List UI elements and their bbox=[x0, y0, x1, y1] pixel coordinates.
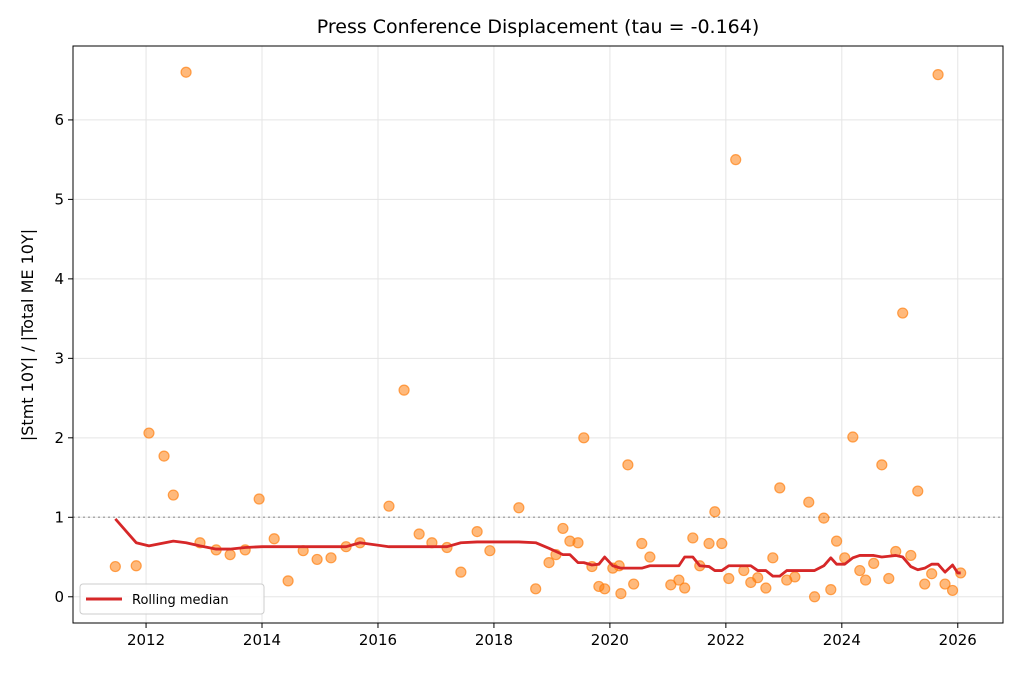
data-point bbox=[752, 572, 764, 584]
data-point bbox=[854, 564, 866, 577]
data-point bbox=[644, 551, 656, 563]
data-point bbox=[665, 579, 677, 591]
data-point bbox=[789, 571, 801, 583]
x-tick-label: 2024 bbox=[823, 631, 861, 649]
data-point bbox=[455, 566, 467, 578]
x-tick-label: 2020 bbox=[591, 631, 629, 649]
data-point bbox=[543, 556, 555, 569]
data-point bbox=[158, 450, 170, 462]
ticks: 2012 2014 2016 2018 2020 2022 2024 2026 0 1 2 3 4 5 6 bbox=[54, 111, 976, 649]
data-point bbox=[876, 459, 888, 471]
data-point bbox=[919, 578, 931, 590]
y-axis-label: |Stmt 10Y| / |Total ME 10Y| bbox=[18, 229, 37, 441]
scatter-points bbox=[109, 66, 967, 603]
grid bbox=[73, 46, 1003, 623]
data-point bbox=[803, 496, 815, 508]
data-point bbox=[897, 307, 909, 319]
data-point bbox=[578, 432, 590, 444]
data-point bbox=[253, 493, 265, 505]
data-point bbox=[311, 553, 323, 566]
rolling-median-line bbox=[114, 517, 961, 578]
data-point bbox=[687, 532, 699, 544]
data-point bbox=[905, 549, 917, 562]
plot-frame bbox=[72, 45, 1004, 624]
y-tick-label: 6 bbox=[54, 111, 64, 129]
x-tick-label: 2012 bbox=[127, 631, 165, 649]
data-point bbox=[471, 526, 483, 538]
data-point bbox=[557, 522, 569, 535]
data-point bbox=[673, 574, 685, 586]
data-point bbox=[398, 384, 410, 396]
legend: Rolling median bbox=[79, 583, 265, 615]
data-point bbox=[926, 568, 938, 580]
data-point bbox=[636, 537, 648, 550]
chart-title: Press Conference Displacement (tau = -0.… bbox=[317, 16, 760, 38]
data-point bbox=[760, 582, 772, 594]
data-point bbox=[572, 537, 584, 549]
x-tick-label: 2018 bbox=[475, 631, 513, 649]
data-point bbox=[709, 506, 721, 518]
data-point bbox=[859, 574, 872, 586]
data-point bbox=[679, 582, 691, 594]
data-point bbox=[883, 572, 895, 585]
data-point bbox=[599, 583, 611, 595]
data-point bbox=[912, 485, 924, 497]
data-point bbox=[939, 578, 951, 590]
data-point bbox=[180, 66, 192, 78]
legend-label: Rolling median bbox=[132, 593, 229, 608]
data-point bbox=[808, 591, 821, 603]
data-point bbox=[946, 584, 959, 597]
data-point bbox=[716, 537, 728, 550]
data-point bbox=[830, 535, 843, 547]
data-point bbox=[530, 583, 542, 595]
y-tick-label: 2 bbox=[54, 429, 64, 447]
data-point bbox=[109, 560, 121, 573]
legend-box bbox=[79, 583, 265, 615]
data-point bbox=[143, 427, 155, 439]
data-point bbox=[774, 482, 786, 494]
data-point bbox=[484, 545, 496, 557]
data-point bbox=[615, 587, 627, 600]
x-tick-label: 2022 bbox=[707, 631, 745, 649]
data-point bbox=[847, 431, 859, 443]
y-tick-label: 4 bbox=[54, 270, 64, 288]
data-point bbox=[383, 500, 395, 512]
median-lines bbox=[114, 517, 961, 578]
data-point bbox=[825, 584, 837, 596]
data-point bbox=[268, 533, 280, 545]
data-point bbox=[325, 552, 337, 564]
data-point bbox=[818, 512, 830, 524]
x-tick-label: 2014 bbox=[243, 631, 281, 649]
data-point bbox=[767, 552, 779, 564]
data-point bbox=[413, 528, 425, 540]
data-point bbox=[282, 575, 294, 587]
data-point bbox=[868, 557, 880, 569]
data-point bbox=[628, 578, 640, 590]
data-point bbox=[730, 154, 742, 166]
x-tick-label: 2026 bbox=[939, 631, 977, 649]
x-tick-label: 2016 bbox=[359, 631, 397, 649]
y-tick-label: 3 bbox=[54, 349, 64, 367]
data-point bbox=[167, 489, 179, 501]
y-tick-label: 0 bbox=[54, 588, 64, 606]
data-point bbox=[224, 549, 236, 561]
data-point bbox=[723, 572, 735, 585]
data-point bbox=[130, 560, 142, 572]
data-point bbox=[932, 69, 944, 81]
y-tick-label: 5 bbox=[54, 190, 64, 208]
data-point bbox=[703, 537, 715, 550]
data-point bbox=[622, 459, 634, 471]
y-tick-label: 1 bbox=[54, 508, 64, 526]
data-point bbox=[513, 502, 525, 514]
